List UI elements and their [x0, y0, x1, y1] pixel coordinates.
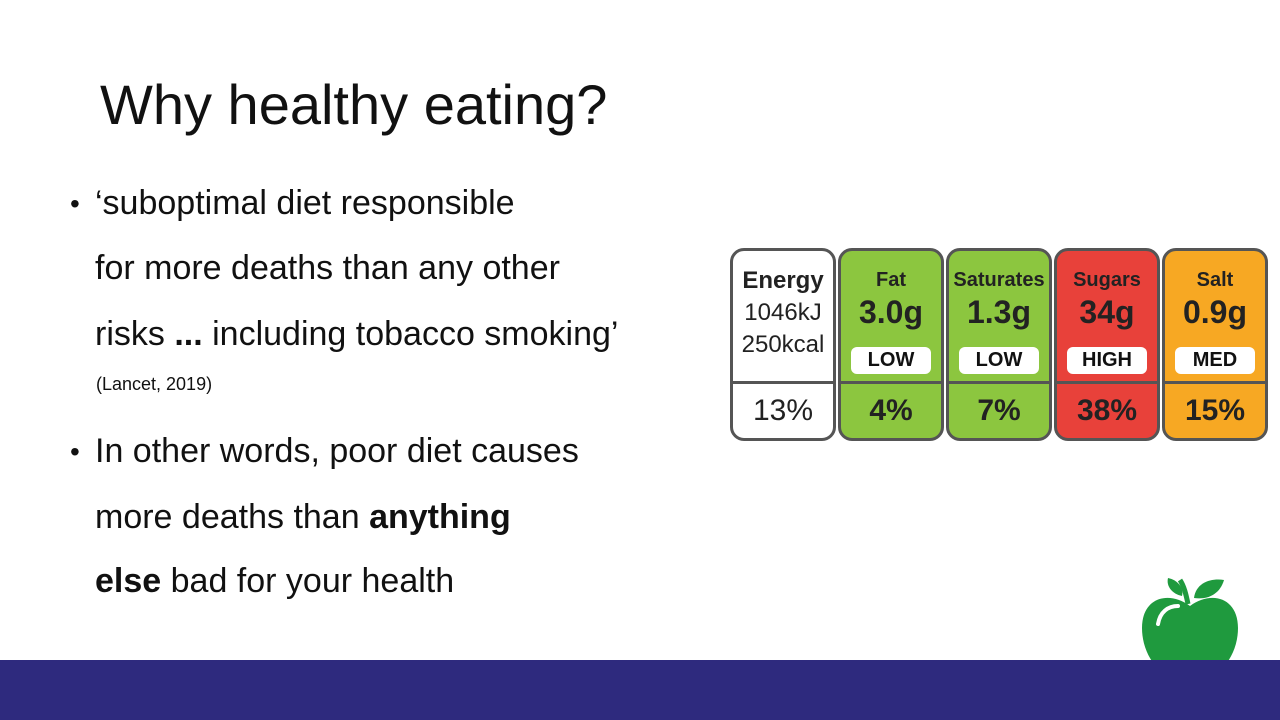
- food-label: Energy 1046kJ 250kcal 13% Fat 3.0g LOW 4% Satura…: [730, 248, 1270, 441]
- text: including tobacco smoking’: [202, 315, 619, 353]
- bullet-line: for more deaths than any other: [95, 249, 560, 288]
- bullet-line: else bad for your health: [95, 562, 454, 601]
- text: more deaths than: [95, 498, 370, 536]
- bullet-line: more deaths than anything: [95, 498, 511, 537]
- apple-icon: [1142, 578, 1238, 679]
- percent: 7%: [977, 394, 1021, 427]
- amount: 1.3g: [966, 294, 1032, 330]
- nutrient-name: Salt: [1196, 269, 1234, 291]
- text: ‘suboptimal diet responsible: [95, 184, 515, 222]
- level: MED: [1175, 347, 1255, 374]
- footer-bar: [0, 660, 1280, 720]
- amount: 34g: [1079, 294, 1135, 330]
- text: for more deaths than any other: [95, 249, 560, 287]
- text: bad for your health: [161, 562, 455, 600]
- label-top: Saturates 1.3g LOW: [949, 251, 1049, 384]
- amount: 3.0g: [858, 294, 924, 330]
- percent: 4%: [869, 394, 913, 427]
- nutrient-name: Fat: [876, 269, 906, 291]
- text: risks: [95, 315, 175, 353]
- label-top: Energy 1046kJ 250kcal: [733, 251, 833, 384]
- level: LOW: [851, 347, 931, 374]
- label-column: Salt 0.9g MED 15%: [1162, 248, 1268, 441]
- level: LOW: [959, 347, 1039, 374]
- bullet-dot: •: [70, 436, 80, 467]
- label-top: Fat 3.0g LOW: [841, 251, 941, 384]
- label-column: Sugars 34g HIGH 38%: [1054, 248, 1160, 441]
- percent: 38%: [1076, 394, 1138, 427]
- amount: 0.9g: [1182, 294, 1248, 330]
- nutrient-name: Sugars: [1073, 269, 1141, 291]
- bold-text: anything: [369, 498, 511, 536]
- amount: 1046kJ: [744, 299, 822, 326]
- percent: 13%: [752, 394, 814, 427]
- label-top: Salt 0.9g MED: [1165, 251, 1265, 384]
- text: In other words, poor diet causes: [95, 432, 579, 470]
- bullet-line: In other words, poor diet causes: [95, 432, 579, 471]
- label-top: Sugars 34g HIGH: [1057, 251, 1157, 384]
- bold-text: ...: [174, 315, 203, 353]
- label-column: Saturates 1.3g LOW 7%: [946, 248, 1052, 441]
- citation: (Lancet, 2019): [96, 374, 213, 394]
- bullet-line: ‘suboptimal diet responsible: [95, 184, 515, 223]
- percent: 15%: [1184, 394, 1246, 427]
- bullet-line: risks ... including tobacco smoking’: [95, 315, 618, 354]
- amount: 250kcal: [741, 331, 825, 358]
- level: HIGH: [1067, 347, 1147, 374]
- nutrient-name: Energy: [742, 267, 824, 294]
- bold-text: else: [95, 562, 162, 600]
- nutrient-name: Saturates: [953, 269, 1045, 291]
- slide-title: Why healthy eating?: [100, 73, 608, 136]
- label-column: Energy 1046kJ 250kcal 13%: [730, 248, 836, 441]
- label-column: Fat 3.0g LOW 4%: [838, 248, 944, 441]
- bullet-dot: •: [70, 188, 80, 219]
